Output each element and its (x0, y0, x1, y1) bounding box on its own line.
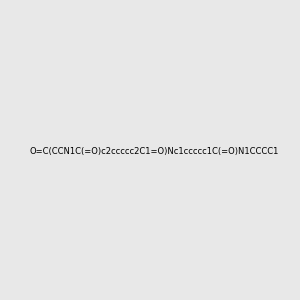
Text: O=C(CCN1C(=O)c2ccccc2C1=O)Nc1ccccc1C(=O)N1CCCC1: O=C(CCN1C(=O)c2ccccc2C1=O)Nc1ccccc1C(=O)… (29, 147, 278, 156)
